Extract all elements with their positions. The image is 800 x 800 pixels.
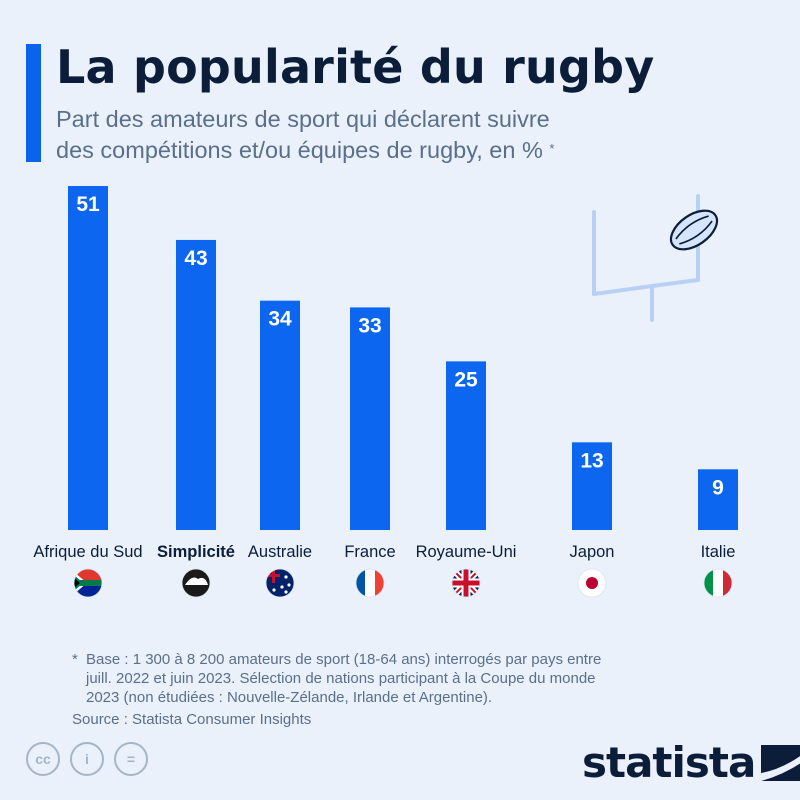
rugby-posts-icon [592,194,700,322]
statista-mark-icon [761,744,800,781]
flags-group [73,568,733,598]
source-text: Source : Statista Consumer Insights [72,711,312,728]
title-accent-bar [26,44,41,162]
south-africa-flag-icon [73,568,103,598]
subtitle-line-2-text: des compétitions et/ou équipes de rugby,… [56,137,543,163]
category-label-japon: Japon [570,543,615,561]
subtitle-line-1: Part des amateurs de sport qui déclarent… [56,106,550,132]
france-flag-icon [355,568,385,598]
bar-simplicite[interactable] [176,239,216,530]
rugby-decoration [592,194,719,322]
category-label-australie: Australie [248,543,312,561]
subtitle-line-2: des compétitions et/ou équipes de rugby,… [56,135,676,166]
category-label-royaume-uni: Royaume-Uni [416,543,517,561]
bar-japon[interactable] [572,442,612,530]
australia-flag-icon [265,568,295,598]
footnote-line-3: 2023 (non étudiées : Nouvelle-Zélande, I… [86,689,493,706]
footnote-mark: * [72,651,78,668]
subtitle-footnote-mark: * [549,141,555,156]
uk-flag-icon [451,568,481,598]
license-icons: cc i = [26,742,148,776]
japan-flag-icon [577,568,607,598]
bar-chart: 51 43 34 33 25 13 9 Afrique du Sud Simplicité Au… [33,186,738,598]
category-label-afrique-du-sud: Afrique du Sud [33,543,142,561]
category-label-italie: Italie [701,543,736,561]
italy-flag-icon [703,568,733,598]
bar-france[interactable] [350,307,390,530]
footnote-line-1: Base : 1 300 à 8 200 amateurs de sport (… [86,651,602,668]
bar-value-italie: 9 [712,476,724,499]
bar-royaume-uni[interactable] [446,361,486,530]
chart-title: La popularité du rugby [56,40,655,94]
footnote-line-2: juill. 2022 et juin 2023. Sélection de n… [86,670,596,687]
footnote: * Base : 1 300 à 8 200 amateurs de sport… [72,650,732,707]
bar-afrique-du-sud[interactable] [68,186,108,530]
bar-value-afrique-du-sud: 51 [76,193,100,216]
no-derivatives-icon[interactable]: = [114,742,148,776]
statista-logo[interactable]: statista [582,738,800,787]
bar-value-australie: 34 [268,308,292,331]
category-label-simplicite: Simplicité [157,543,235,561]
category-label-france: France [344,543,395,561]
bar-value-royaume-uni: 25 [454,368,478,391]
bar-value-france: 33 [358,314,381,337]
new-zealand-fern-icon [181,568,211,598]
attribution-icon[interactable]: i [70,742,104,776]
chart-subtitle: Part des amateurs de sport qui déclarent… [56,104,676,166]
category-labels-group: Afrique du Sud Simplicité Australie France R… [33,543,735,561]
bar-value-simplicite: 43 [184,247,207,270]
bar-australie[interactable] [260,300,300,530]
statista-wordmark: statista [582,738,756,787]
bars-group: 51 43 34 33 25 13 9 [68,186,738,530]
bar-value-japon: 13 [580,449,603,472]
rugby-ball-icon [669,209,719,251]
bar-italie[interactable] [698,469,738,530]
creative-commons-icon[interactable]: cc [26,742,60,776]
